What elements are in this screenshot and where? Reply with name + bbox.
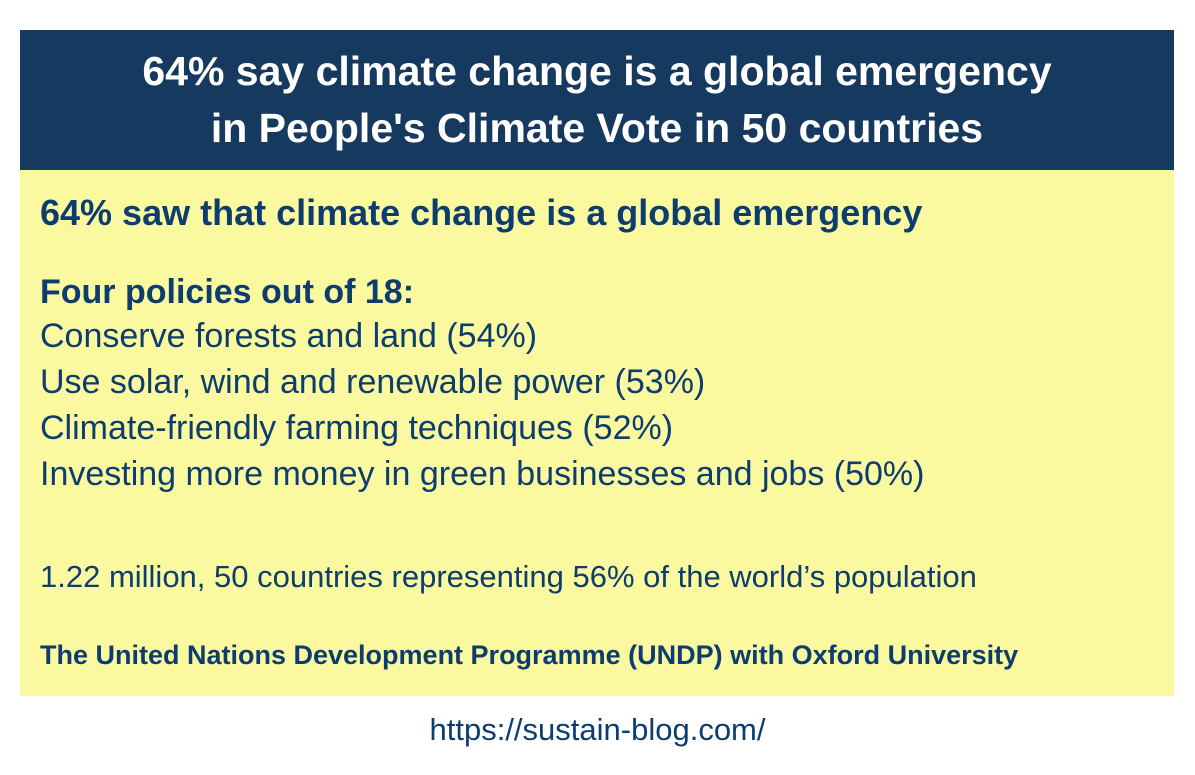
policy-item-green-investment: Investing more money in green businesses…	[40, 455, 925, 493]
source-attribution: The United Nations Development Programme…	[40, 640, 1019, 670]
policy-item-renewable-power: Use solar, wind and renewable power (53%…	[40, 363, 706, 401]
title-line-1: 64% say climate change is a global emerg…	[142, 48, 1052, 94]
title-line-2: in People's Climate Vote in 50 countries	[210, 105, 984, 151]
policy-item-climate-friendly-farming: Climate-friendly farming techniques (52%…	[40, 409, 674, 447]
title-banner: 64% say climate change is a global emerg…	[20, 30, 1174, 170]
footer: https://sustain-blog.com/	[0, 710, 1195, 749]
blog-url-link[interactable]: https://sustain-blog.com/	[429, 712, 766, 747]
key-finding-headline: 64% saw that climate change is a global …	[40, 192, 923, 233]
policies-heading: Four policies out of 18:	[40, 273, 415, 311]
survey-sample-note: 1.22 million, 50 countries representing …	[40, 559, 977, 594]
content-panel: 64% saw that climate change is a global …	[20, 170, 1174, 696]
policy-item-conserve-forests: Conserve forests and land (54%)	[40, 317, 538, 355]
policies-list: Conserve forests and land (54%) Use sola…	[40, 313, 1154, 497]
